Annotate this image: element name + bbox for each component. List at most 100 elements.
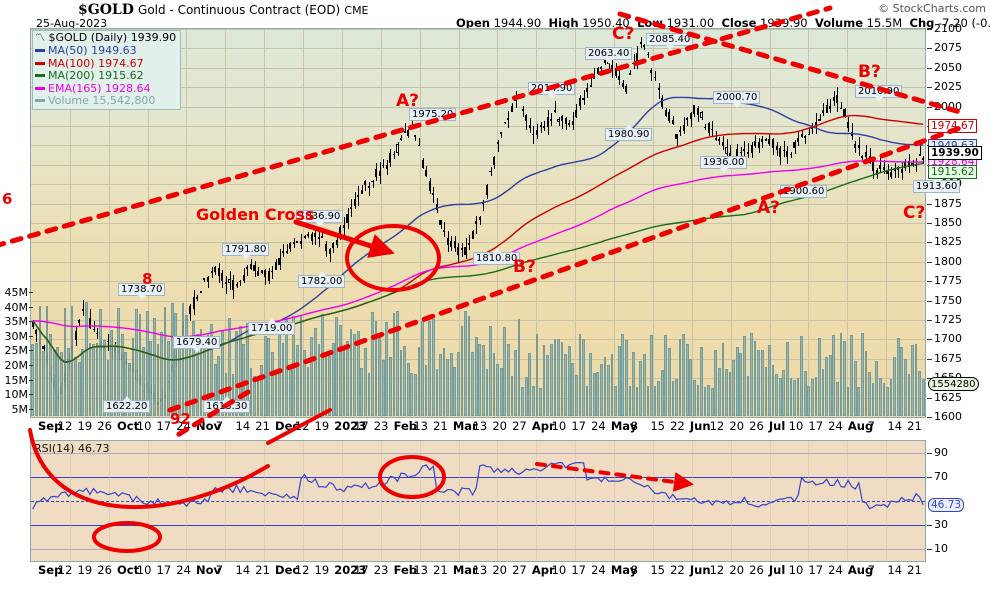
x-axis-label: 24 xyxy=(828,563,843,577)
price-tick-label: 1875 xyxy=(934,196,962,210)
gridline xyxy=(692,441,693,561)
x-axis-label: 24 xyxy=(591,563,606,577)
x-axis-label: Apr xyxy=(531,563,555,577)
x-axis-label: 15 xyxy=(650,563,665,577)
x-axis-label: 19 xyxy=(314,419,330,433)
rsi-tick-label: 90 xyxy=(934,446,948,459)
volume-bar xyxy=(42,350,45,416)
x-axis-label: 27 xyxy=(512,419,527,433)
x-axis-label: 10 xyxy=(136,419,152,433)
price-label-tag: 1782.00 xyxy=(298,271,346,288)
candle-body xyxy=(35,330,38,334)
price-label-tag: 1936.00 xyxy=(700,156,748,173)
price-legend: 〽 $GOLD (Daily) 1939.90 MA(50) 1949.63 MA… xyxy=(32,30,182,111)
x-axis-label: 14 xyxy=(235,419,251,433)
rsi-legend: RSI(14) 46.73 xyxy=(34,442,110,455)
candle-body xyxy=(96,333,99,335)
chart-annotation: 8 xyxy=(142,270,153,288)
y-tick-mark xyxy=(927,339,932,341)
legend-swatch-icon xyxy=(35,74,45,78)
gridline xyxy=(497,441,498,561)
x-axis-label: 21 xyxy=(255,563,270,577)
x-axis-label: 27 xyxy=(512,563,527,577)
volume-bar xyxy=(142,346,145,416)
x-axis-label: 19 xyxy=(77,419,93,433)
price-label-tag: 1791.80 xyxy=(222,243,270,260)
x-axis-label: Apr xyxy=(531,419,555,433)
x-axis-label: 26 xyxy=(97,419,112,433)
x-axis-label: 13 xyxy=(413,563,428,577)
y-tick-mark xyxy=(927,320,932,321)
candle-body xyxy=(92,328,95,331)
volume-tick-label: 5M xyxy=(11,402,29,416)
rsi-tick-label: 30 xyxy=(934,518,948,531)
x-axis-label: 12 xyxy=(294,563,310,577)
y-tick-mark xyxy=(927,300,932,302)
gridline xyxy=(536,441,537,561)
candle-wick xyxy=(36,329,38,343)
chart-annotation: 6 xyxy=(2,190,13,208)
x-axis-label: 12 xyxy=(294,419,310,433)
y-tick-mark xyxy=(927,261,932,263)
price-tick-label: 1775 xyxy=(934,274,962,288)
x-axis-label: Jul xyxy=(768,419,786,433)
price-flag: 1554280 xyxy=(928,377,979,391)
x-axis-label: 23 xyxy=(373,419,389,433)
x-axis-label: 13 xyxy=(413,419,428,433)
volume-tick-label: 10M xyxy=(4,388,29,402)
x-axis-label: Jun xyxy=(689,563,711,577)
x-axis-label: 12 xyxy=(57,419,73,433)
gridline xyxy=(614,441,615,561)
x-axis-label: 17 xyxy=(354,419,369,433)
y-tick-mark xyxy=(29,365,33,366)
gridline xyxy=(731,441,732,561)
x-axis-label: 15 xyxy=(650,419,665,433)
volume-bar xyxy=(92,344,95,416)
volume-bar xyxy=(163,306,167,416)
rsi-plot-area[interactable] xyxy=(30,440,926,562)
y-tick-mark xyxy=(927,397,932,399)
x-axis-label: 7 xyxy=(215,419,224,433)
y-tick-mark xyxy=(29,292,33,293)
x-axis-label: 26 xyxy=(749,419,764,433)
volume-bar xyxy=(160,331,163,416)
x-axis-label: May xyxy=(610,563,638,577)
legend-swatch-icon xyxy=(35,61,45,65)
x-axis-label: 14 xyxy=(887,563,903,577)
x-axis-label: 20 xyxy=(492,563,507,577)
rsi-tick-label: 10 xyxy=(934,542,948,555)
x-axis-label: 24 xyxy=(591,419,606,433)
price-tick-label: 2100 xyxy=(934,22,962,35)
x-axis-label: Dec xyxy=(275,563,300,577)
y-tick-mark xyxy=(29,379,33,381)
x-axis-label: 14 xyxy=(887,419,903,433)
chart-annotation: B? xyxy=(513,257,536,277)
candle-body xyxy=(74,331,77,340)
x-axis-label: Nov xyxy=(196,563,222,577)
rsi-level-50 xyxy=(31,501,925,502)
price-tick-label: 2025 xyxy=(934,80,962,94)
price-label-tag: 2085.40 xyxy=(646,33,694,50)
price-flag: 1974.67 xyxy=(928,119,978,134)
y-tick-mark xyxy=(29,408,33,410)
x-axis-label: 23 xyxy=(373,563,389,577)
rsi-level-90 xyxy=(31,453,925,454)
price-label-tag: 1900.60 xyxy=(780,181,828,198)
exchange-label: CME xyxy=(344,4,369,17)
volume-bar xyxy=(113,344,117,416)
x-axis-label: 21 xyxy=(255,419,270,433)
legend-item-4: Volume 15,542,800 xyxy=(35,94,176,107)
volume-bar xyxy=(88,343,92,416)
volume-bar xyxy=(120,333,124,416)
price-tick-label: 1750 xyxy=(934,293,962,307)
x-axis-label: 10 xyxy=(136,563,152,577)
x-axis-label: 12 xyxy=(709,419,725,433)
x-axis-label: 2023 xyxy=(334,563,367,577)
price-label-tag: 1980.90 xyxy=(605,124,653,141)
x-axis-label: 17 xyxy=(571,419,586,433)
x-axis-label: 22 xyxy=(670,563,685,577)
volume-tick-label: 40M xyxy=(4,300,29,314)
y-tick-mark xyxy=(927,281,932,283)
x-axis-label: Feb xyxy=(393,419,417,433)
x-axis-label: Oct xyxy=(117,419,140,433)
